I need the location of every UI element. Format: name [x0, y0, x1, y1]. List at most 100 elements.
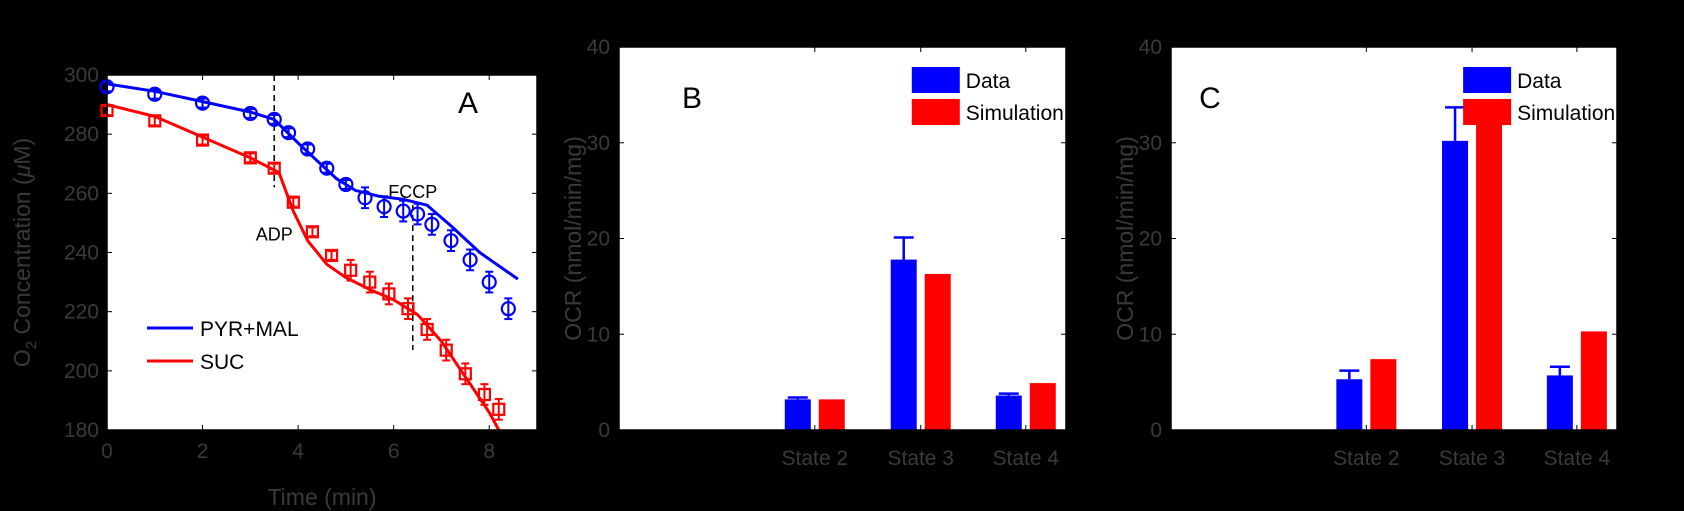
y-tick-label-a: 260 — [64, 182, 99, 205]
data-point-suc — [324, 248, 339, 263]
x-tick-label-a: 6 — [388, 440, 400, 463]
x-axis-label-a: Time (min) — [267, 484, 376, 510]
data-point-pyrmal — [376, 199, 392, 215]
y-tick-label: 40 — [1139, 36, 1162, 59]
y-axis-label-a: O2 Concentration (μM) — [9, 138, 40, 367]
data-bar — [995, 395, 1022, 430]
panel-label: B — [682, 82, 702, 115]
data-bar — [1336, 379, 1363, 430]
data-point-suc — [243, 151, 257, 165]
data-bar — [890, 259, 917, 430]
simulation-bar — [1580, 331, 1607, 430]
y-axis-label: OCR (nmol/min/mg) — [1112, 136, 1138, 340]
data-point-suc — [382, 287, 396, 301]
y-tick-label: 30 — [587, 132, 610, 155]
data-point-suc — [148, 114, 162, 128]
data-point-pyrmal — [462, 252, 478, 268]
data-point-suc — [267, 161, 281, 175]
y-tick-label-a: 240 — [64, 242, 99, 265]
data-point-pyrmal — [300, 141, 316, 157]
simulation-bar — [1029, 383, 1056, 430]
y-tick-label-a: 300 — [64, 64, 99, 87]
data-point-pyrmal — [443, 233, 459, 249]
data-bar — [1546, 375, 1573, 430]
category-label: State 2 — [782, 447, 849, 470]
legend-swatch — [1463, 99, 1512, 125]
plot-area — [619, 47, 1066, 430]
data-point-pyrmal — [338, 176, 354, 193]
panel-label: C — [1199, 82, 1221, 115]
y-tick-label-a: 200 — [64, 360, 99, 383]
data-bar — [784, 399, 811, 430]
axes-box — [618, 46, 1067, 431]
y-axis-label-part: O — [9, 349, 35, 367]
data-point-pyrmal — [357, 190, 373, 206]
simulation-line-suc — [106, 103, 501, 431]
category-label: State 4 — [1544, 447, 1611, 470]
legend-swatch — [1463, 67, 1512, 93]
simulation-bar — [1370, 359, 1397, 430]
fccp-label: FCCP — [388, 182, 437, 202]
x-tick-label-a: 4 — [292, 440, 304, 463]
y-axis-label-part: M) — [9, 138, 35, 165]
data-point-suc — [363, 275, 377, 289]
data-point-suc — [492, 402, 506, 416]
simulation-bar — [1476, 106, 1503, 431]
y-tick-label: 30 — [1139, 132, 1162, 155]
adp-label: ADP — [256, 225, 293, 245]
data-point-pyrmal — [280, 125, 297, 141]
data-point-pyrmal — [194, 95, 211, 111]
axes-box-a — [106, 74, 538, 431]
category-label: State 3 — [887, 447, 954, 470]
data-point-suc — [420, 322, 434, 337]
legend-label: Data — [1517, 70, 1562, 93]
y-tick-label-a: 220 — [64, 301, 99, 324]
y-tick-label: 0 — [1150, 419, 1162, 442]
y-tick-label: 20 — [1139, 228, 1162, 251]
data-point-suc — [458, 367, 472, 381]
category-label: State 3 — [1439, 447, 1506, 470]
data-point-suc — [439, 343, 453, 357]
data-point-pyrmal — [409, 206, 426, 222]
data-point-suc — [344, 263, 358, 277]
data-point-suc — [477, 387, 492, 402]
data-point-pyrmal — [266, 111, 282, 127]
simulation-line-pyrmal — [106, 82, 519, 281]
y-axis-label: OCR (nmol/min/mg) — [560, 136, 586, 340]
legend-label-a: SUC — [200, 351, 244, 374]
data-point-pyrmal — [242, 105, 258, 122]
data-point-suc — [401, 302, 415, 316]
data-point-pyrmal — [481, 274, 497, 290]
data-point-pyrmal — [319, 160, 335, 176]
data-point-pyrmal — [424, 216, 440, 232]
y-tick-label: 10 — [587, 323, 610, 346]
y-tick-label: 10 — [1139, 323, 1162, 346]
y-tick-label-a: 280 — [64, 123, 99, 146]
data-point-pyrmal — [147, 86, 163, 102]
x-tick-label-a: 8 — [483, 440, 495, 463]
data-point-pyrmal — [500, 301, 516, 317]
data-point-suc — [305, 225, 320, 239]
data-point-pyrmal — [395, 203, 411, 219]
x-tick-label-a: 2 — [197, 440, 209, 463]
y-tick-label: 20 — [587, 228, 610, 251]
panel-b: 0 10 20 30 40 State 2 State 3 State 4 Data Simula… — [560, 36, 1067, 470]
data-bar — [1442, 140, 1469, 430]
plot-area-a — [107, 75, 537, 430]
data-point-suc — [286, 195, 300, 209]
data-point-suc — [195, 133, 210, 147]
category-label: State 4 — [992, 447, 1059, 470]
legend-label: Simulation — [966, 102, 1064, 125]
axes-box — [1170, 46, 1618, 431]
panel-a: 0 2 4 6 8 180 200 220 240 260 280 300 ADP FCCP PYR+MAL… — [9, 64, 538, 510]
simulation-bar — [924, 273, 951, 430]
y-tick-label: 0 — [598, 419, 610, 442]
legend-label: Data — [966, 70, 1011, 93]
y-axis-label-part: Concentration ( — [9, 177, 35, 341]
category-label: State 2 — [1333, 447, 1400, 470]
y-axis-label-part: 2 — [23, 341, 40, 349]
legend-swatch — [911, 99, 960, 125]
y-axis-label-part: μ — [9, 164, 35, 178]
legend-label: Simulation — [1517, 102, 1615, 125]
